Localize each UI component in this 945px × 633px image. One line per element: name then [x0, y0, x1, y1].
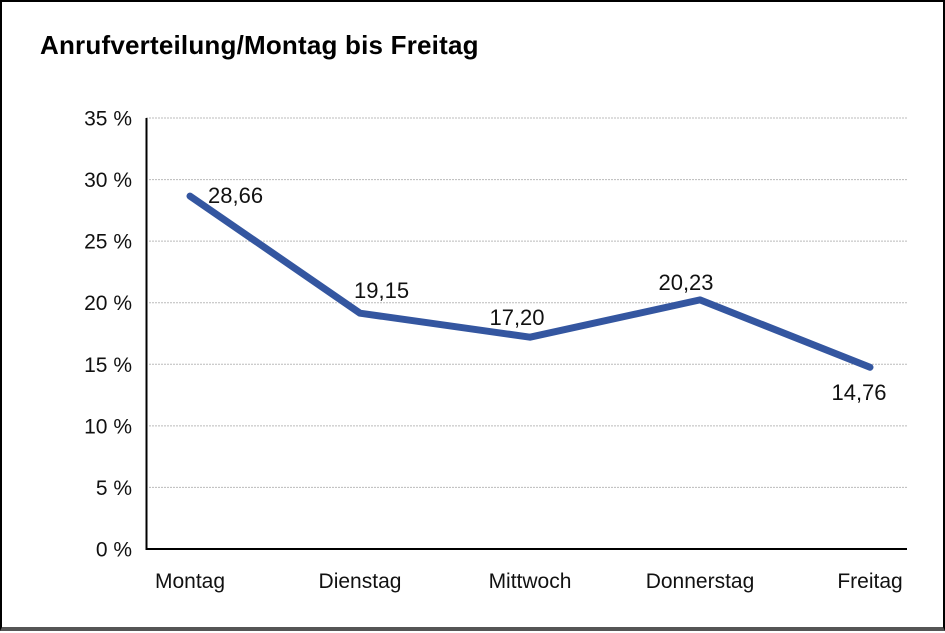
- x-category-label: Freitag: [837, 570, 902, 593]
- value-label: 14,76: [831, 380, 886, 405]
- y-tick-label: 30 %: [84, 169, 132, 192]
- y-tick-label: 10 %: [84, 415, 132, 438]
- y-tick-label: 0 %: [96, 539, 132, 562]
- value-label: 19,15: [354, 278, 409, 303]
- value-label: 20,23: [658, 270, 713, 295]
- x-category-label: Donnerstag: [646, 570, 755, 593]
- y-tick-label: 20 %: [84, 292, 132, 315]
- chart-title: Anrufverteilung/Montag bis Freitag: [40, 30, 479, 60]
- x-category-label: Dienstag: [319, 570, 402, 593]
- data-line: [186, 192, 874, 371]
- x-category-label: Mittwoch: [489, 570, 572, 593]
- y-tick-label: 5 %: [96, 477, 132, 500]
- y-tick-label: 25 %: [84, 231, 132, 254]
- value-label: 17,20: [489, 305, 544, 330]
- value-label: 28,66: [208, 183, 263, 208]
- y-tick-label: 35 %: [84, 108, 132, 131]
- y-tick-label: 15 %: [84, 354, 132, 377]
- x-category-label: Montag: [155, 570, 225, 593]
